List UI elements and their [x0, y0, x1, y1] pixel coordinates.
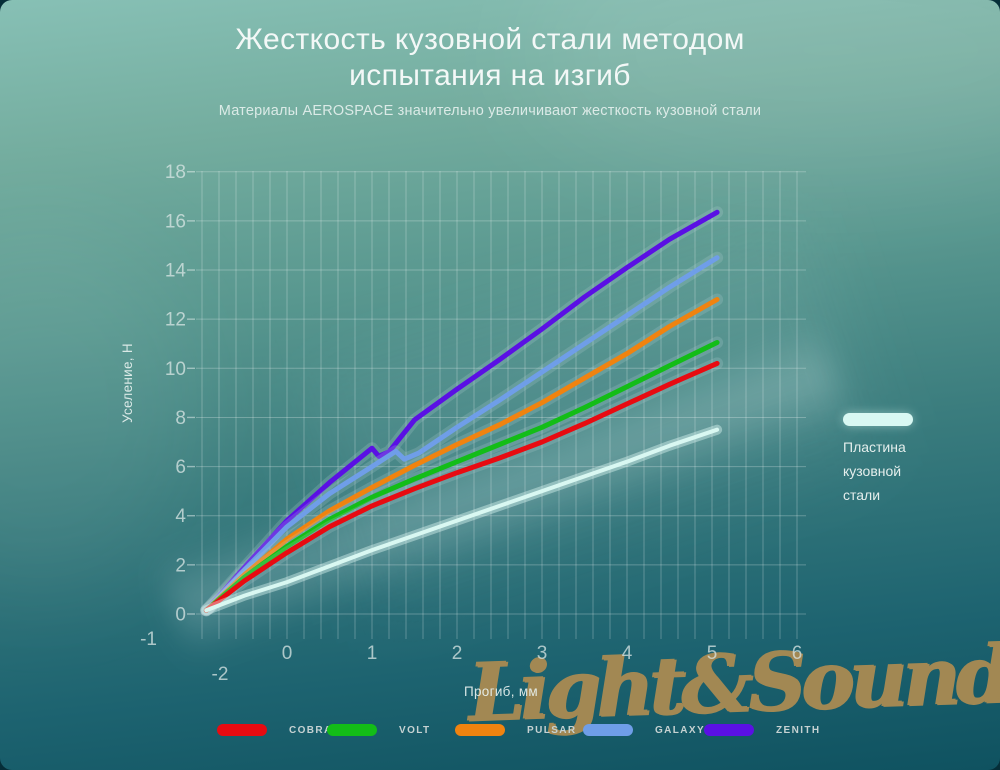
x-tick-label: 6 — [792, 643, 803, 664]
y-tick-label: 8 — [175, 408, 186, 429]
x-tick-label: 5 — [707, 643, 718, 664]
series-line-ZENITH — [203, 209, 720, 613]
y-tick-label: 10 — [165, 359, 186, 380]
series-line-PULSAR — [203, 297, 720, 613]
y-tick-label: 18 — [165, 162, 186, 183]
x-tick-label: 2 — [452, 643, 463, 664]
x-tick-label: 4 — [622, 643, 633, 664]
y-tick-label-extra: -1 — [140, 629, 157, 650]
series-line-VOLT — [203, 340, 720, 613]
series-line-COBRA — [203, 360, 720, 613]
y-tick-label: 2 — [175, 555, 186, 576]
series-lines-group — [200, 206, 724, 617]
page-title-line-2: испытания на изгиб — [349, 59, 631, 92]
x-tick-label: 1 — [367, 643, 378, 664]
x-tick-label-extra: -2 — [212, 664, 229, 685]
plate-legend-label: Пластина кузовной стали — [843, 435, 963, 507]
y-tick-label: 16 — [165, 211, 186, 232]
y-axis-title: Уселение, Н — [120, 343, 135, 423]
y-tick-label: 14 — [165, 261, 187, 282]
page-title-line-1: Жесткость кузовной стали методом — [235, 23, 745, 56]
y-tick-label: 4 — [175, 506, 186, 527]
header: Жесткость кузовной стали методом испытан… — [0, 22, 980, 119]
plate-legend: Пластина кузовной стали — [843, 413, 963, 507]
plate-legend-line: Пластина — [843, 439, 906, 455]
plate-legend-line: стали — [843, 487, 881, 503]
series-line-GALAXY — [203, 255, 720, 613]
x-axis-title: Прогиб, мм — [464, 684, 538, 699]
y-tick-label: 6 — [175, 457, 186, 478]
page-subtitle: Материалы AEROSPACE значительно увеличив… — [218, 103, 762, 119]
plate-legend-swatch — [843, 413, 913, 426]
series-line-Пластина кузовной стали — [204, 427, 720, 613]
y-tick-label: 0 — [175, 605, 186, 626]
plate-legend-line: кузовной — [843, 463, 902, 479]
y-tick-label: 12 — [165, 310, 186, 331]
x-tick-label: 3 — [537, 643, 548, 664]
x-tick-label: 0 — [282, 643, 293, 664]
gridlines-group — [187, 171, 806, 639]
